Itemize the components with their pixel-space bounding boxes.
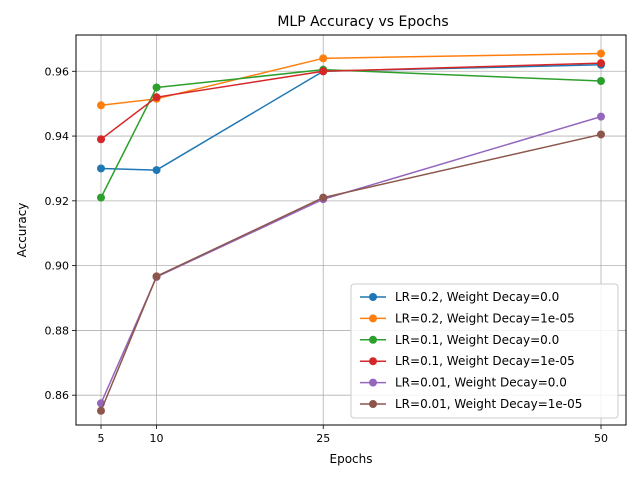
series-layer — [97, 49, 605, 415]
legend-label: LR=0.1, Weight Decay=0.0 — [395, 333, 559, 347]
x-axis-title: Epochs — [330, 452, 373, 466]
data-point — [319, 54, 328, 63]
series-line — [100, 62, 602, 140]
legend-marker — [369, 357, 377, 366]
legend-label: LR=0.2, Weight Decay=0.0 — [395, 290, 559, 304]
series-line — [100, 133, 602, 412]
data-point — [97, 164, 105, 173]
y-tick-label: 0.86 — [45, 389, 70, 402]
y-tick-label: 0.94 — [45, 130, 70, 143]
data-point — [597, 130, 605, 139]
data-point — [152, 166, 161, 175]
legend-marker — [369, 314, 377, 323]
data-point — [597, 49, 605, 58]
legend: LR=0.2, Weight Decay=0.0 LR=0.2, Weight D… — [350, 283, 619, 419]
data-point — [97, 101, 105, 110]
chart-title: MLP Accuracy vs Epochs — [277, 14, 448, 30]
legend-label: LR=0.1, Weight Decay=1e-05 — [395, 354, 575, 368]
data-point — [97, 135, 105, 144]
legend-label: LR=0.2, Weight Decay=1e-05 — [395, 311, 575, 325]
series-line — [100, 68, 602, 198]
data-point — [152, 83, 161, 92]
legend-marker — [369, 378, 377, 387]
data-point — [319, 193, 328, 202]
y-tick-label: 0.88 — [45, 324, 70, 337]
x-tick-label: 10 — [150, 432, 164, 445]
data-point — [597, 112, 605, 121]
data-point — [597, 59, 605, 68]
data-point — [152, 93, 161, 102]
y-axis-title: Accuracy — [15, 203, 29, 258]
y-tick-label: 0.92 — [45, 195, 70, 208]
y-tick-label: 0.96 — [45, 65, 70, 78]
data-point — [97, 193, 105, 202]
legend-marker — [369, 293, 377, 301]
legend-box — [350, 283, 619, 419]
data-point — [152, 272, 161, 281]
plot-frame — [75, 34, 627, 426]
legend-marker — [369, 335, 377, 344]
x-tick-label: 25 — [316, 432, 330, 445]
legend-marker — [369, 400, 377, 408]
legend-label: LR=0.01, Weight Decay=0.0 — [395, 376, 567, 390]
x-tick-label: 50 — [594, 432, 608, 445]
series-line — [100, 64, 602, 171]
legend-label: LR=0.01, Weight Decay=1e-05 — [395, 397, 582, 411]
y-tick-label: 0.90 — [45, 260, 70, 273]
ticks: 5 10 25 50 0.86 0.88 0.90 0.92 0.94 0.96 — [45, 65, 609, 445]
x-tick-label: 5 — [98, 432, 105, 445]
data-point — [97, 406, 105, 415]
series-line — [100, 115, 602, 404]
data-point — [319, 67, 328, 76]
data-point — [597, 76, 605, 85]
